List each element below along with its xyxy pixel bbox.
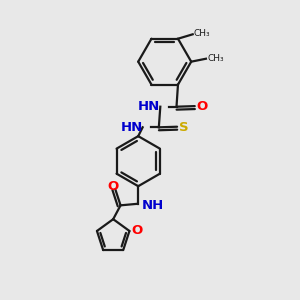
Text: CH₃: CH₃ — [207, 54, 224, 63]
Text: HN: HN — [120, 121, 142, 134]
Text: O: O — [108, 180, 119, 193]
Text: O: O — [197, 100, 208, 112]
Text: O: O — [131, 224, 142, 238]
Text: HN: HN — [138, 100, 160, 113]
Text: CH₃: CH₃ — [194, 29, 211, 38]
Text: NH: NH — [142, 199, 164, 212]
Text: S: S — [179, 121, 189, 134]
